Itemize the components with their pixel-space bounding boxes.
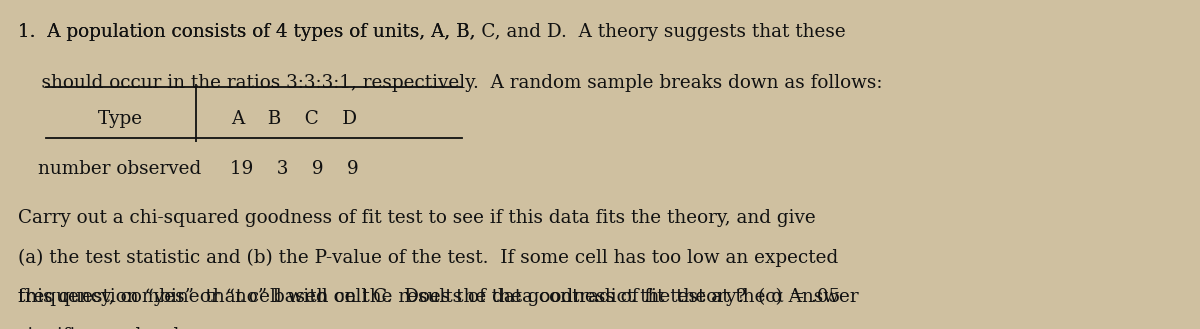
- Text: 1.  A population consists of 4 types of units, A, B,: 1. A population consists of 4 types of u…: [18, 23, 481, 41]
- Text: 1.  A population consists of 4 types of units, A, B, C, and D.  A theory suggest: 1. A population consists of 4 types of u…: [18, 23, 846, 41]
- Text: number observed: number observed: [38, 160, 202, 178]
- Text: A    B    C    D: A B C D: [230, 110, 358, 128]
- Text: significance level.: significance level.: [18, 327, 185, 329]
- Text: Carry out a chi-squared goodness of fit test to see if this data fits the theory: Carry out a chi-squared goodness of fit …: [18, 209, 816, 227]
- Text: 19    3    9    9: 19 3 9 9: [229, 160, 359, 178]
- Text: this question “yes” or “no” based on the results of the goodness of fit test at : this question “yes” or “no” based on the…: [18, 288, 840, 306]
- Text: frequency, combine that cell with cell C.  Does the data contradict the theory? : frequency, combine that cell with cell C…: [18, 288, 859, 306]
- Text: (a) the test statistic and (b) the P-value of the test.  If some cell has too lo: (a) the test statistic and (b) the P-val…: [18, 248, 839, 266]
- Text: Type: Type: [97, 110, 143, 128]
- Text: should occur in the ratios 3:3:3:1, respectively.  A random sample breaks down a: should occur in the ratios 3:3:3:1, resp…: [18, 74, 882, 92]
